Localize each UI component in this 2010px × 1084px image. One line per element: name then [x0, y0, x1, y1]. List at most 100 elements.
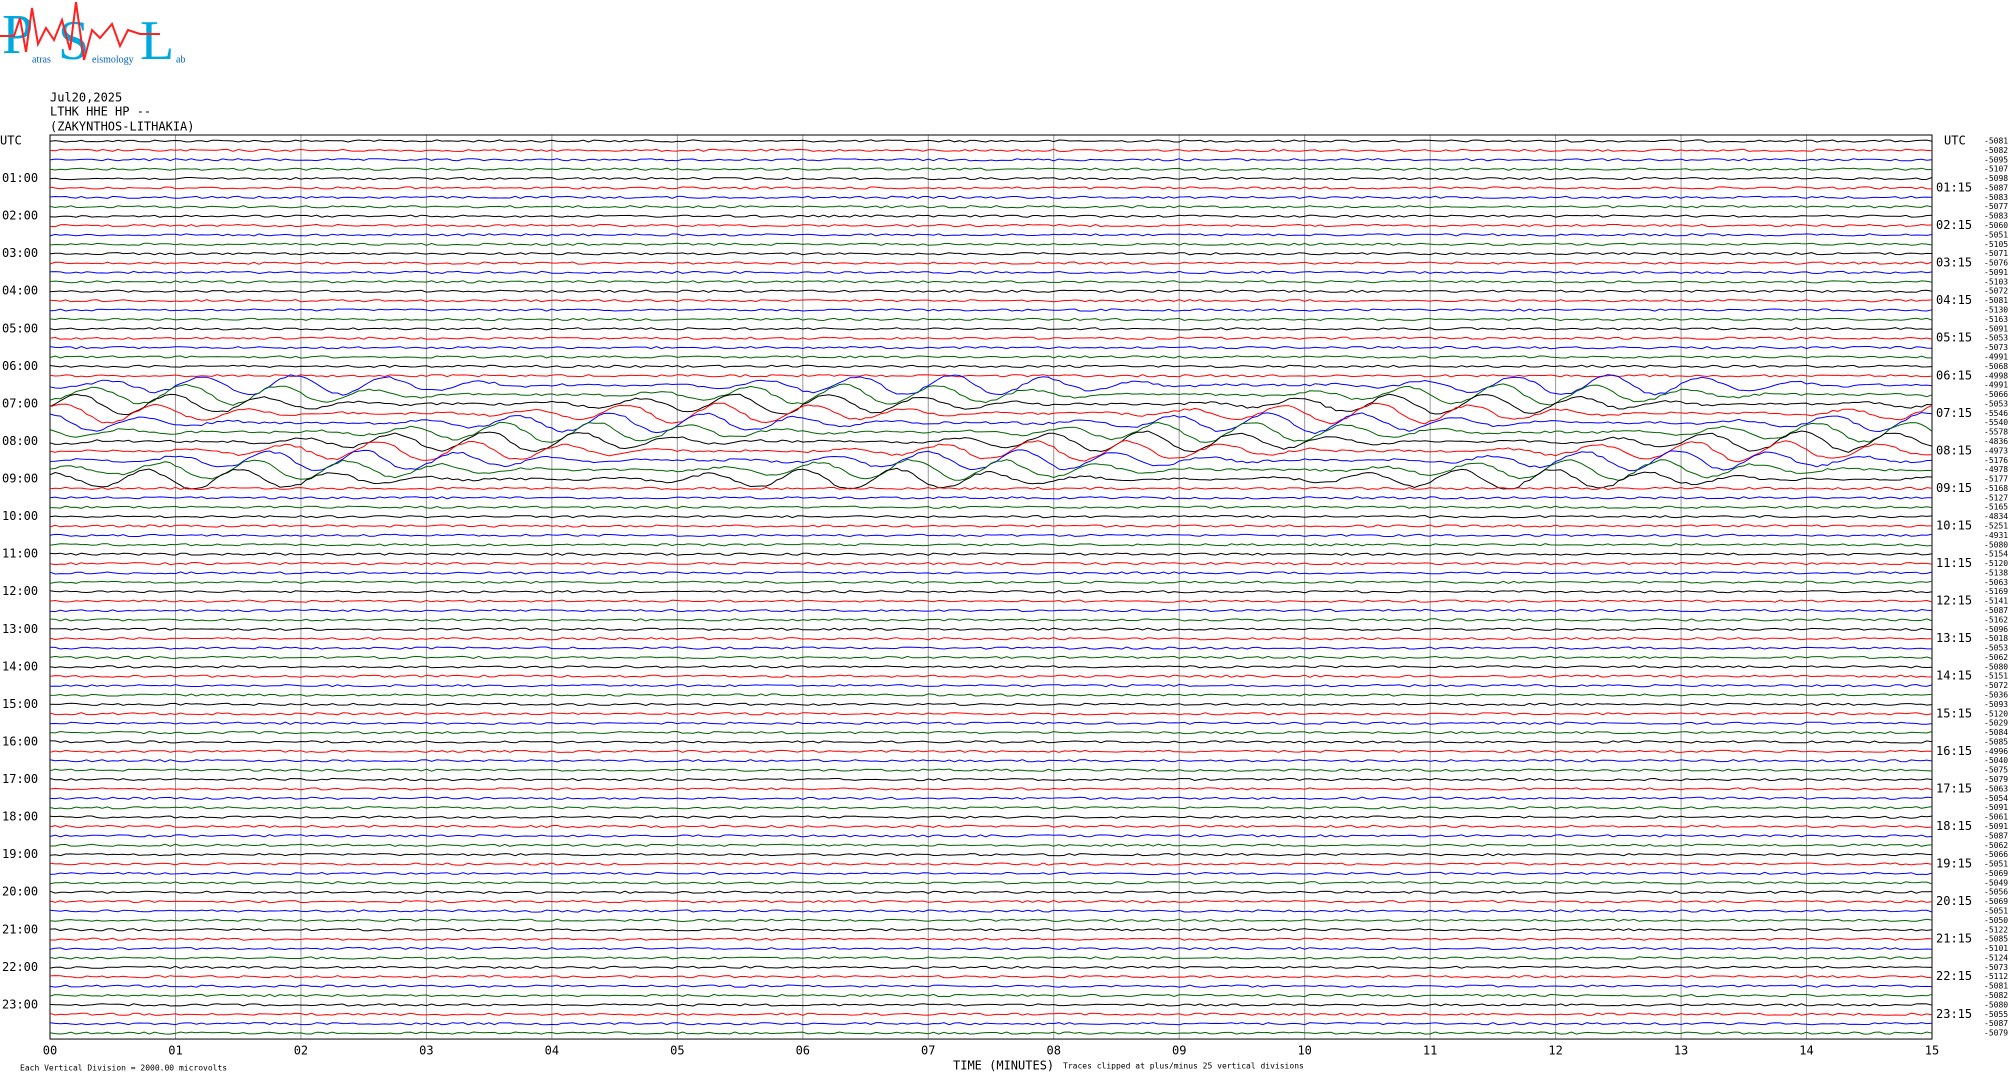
trace-offset: -5050: [1984, 916, 2008, 925]
trace-offset: -5068: [1984, 362, 2008, 371]
hour-label: 05:00: [2, 321, 38, 335]
hour-label: 19:00: [2, 847, 38, 861]
trace: [49, 374, 1933, 378]
trace: [50, 740, 1933, 744]
logo-word: eismology: [92, 54, 134, 65]
hour-label: 23:00: [2, 997, 38, 1011]
trace-offset: -5176: [1984, 456, 2008, 465]
trace-offset: -5066: [1984, 390, 2008, 399]
hour-label: 22:15: [1936, 969, 1972, 983]
trace-offset: -5063: [1984, 578, 2008, 587]
trace: [49, 176, 1933, 181]
trace-offset: -5107: [1984, 165, 2008, 174]
trace: [49, 993, 1933, 998]
right-axis-title: UTC: [1944, 134, 1966, 148]
trace-offset: -5085: [1984, 737, 2008, 746]
trace: [49, 862, 1933, 866]
trace: [49, 759, 1933, 763]
trace-offset: -5051: [1984, 906, 2008, 915]
hour-label: 19:15: [1936, 857, 1972, 871]
trace-offset: -4931: [1984, 531, 2008, 540]
trace: [50, 843, 1933, 847]
trace: [49, 439, 1933, 463]
trace: [49, 918, 1933, 923]
trace-offset: -5546: [1984, 409, 2008, 418]
trace-offset: -5081: [1984, 137, 2008, 146]
trace-offset: -5165: [1984, 503, 2008, 512]
trace: [49, 777, 1933, 782]
trace: [49, 571, 1933, 575]
trace-offset: -5073: [1984, 343, 2008, 352]
hour-label: 13:00: [2, 622, 38, 636]
trace: [49, 580, 1933, 584]
hour-label: 09:15: [1936, 481, 1972, 495]
trace: [49, 674, 1933, 678]
minute-label: 03: [419, 1044, 433, 1058]
trace-offset: -5062: [1984, 841, 2008, 850]
hour-label: 17:00: [2, 772, 38, 786]
trace: [49, 975, 1933, 979]
trace-offset: -4991: [1984, 352, 2008, 361]
trace: [49, 364, 1933, 369]
hour-label: 04:00: [2, 284, 38, 298]
minute-label: 11: [1423, 1044, 1437, 1058]
trace-offset: -5018: [1984, 634, 2008, 643]
minute-label: 05: [670, 1044, 684, 1058]
trace: [49, 383, 1933, 406]
trace: [49, 167, 1933, 171]
trace: [49, 815, 1933, 819]
trace: [49, 421, 1933, 443]
trace-offset: -5072: [1984, 287, 2008, 296]
trace: [49, 590, 1933, 594]
minute-label: 04: [545, 1044, 559, 1058]
hour-label: 08:00: [2, 434, 38, 448]
hour-label: 04:15: [1936, 293, 1972, 307]
hour-label: 10:15: [1936, 518, 1972, 532]
trace-offset: -5069: [1984, 897, 2008, 906]
trace-offset: -5083: [1984, 193, 2008, 202]
trace: [49, 1012, 1933, 1016]
trace: [49, 374, 1933, 396]
trace-offset: -5151: [1984, 672, 2008, 681]
trace: [49, 298, 1933, 303]
trace: [49, 871, 1933, 876]
trace: [49, 730, 1933, 735]
trace: [49, 467, 1933, 490]
trace-offset: -5063: [1984, 784, 2008, 793]
trace-offset: -5112: [1984, 972, 2008, 981]
trace: [49, 261, 1933, 265]
trace: [49, 345, 1933, 350]
trace-offset: -5083: [1984, 212, 2008, 221]
hour-label: 15:00: [2, 697, 38, 711]
trace-offset: -5051: [1984, 860, 2008, 869]
hour-label: 06:00: [2, 359, 38, 373]
trace-offset: -5049: [1984, 878, 2008, 887]
trace-offset: -5073: [1984, 963, 2008, 972]
minute-label: 09: [1172, 1044, 1186, 1058]
trace-offset: -5082: [1984, 146, 2008, 155]
trace-offset: -5163: [1984, 315, 2008, 324]
logo-wave: [0, 1, 160, 61]
hour-label: 21:15: [1936, 932, 1972, 946]
trace-offset: -5095: [1984, 155, 2008, 164]
minute-label: 07: [921, 1044, 935, 1058]
plot-frame: [49, 134, 1933, 1040]
hour-label: 16:00: [2, 734, 38, 748]
hour-label: 06:15: [1936, 368, 1972, 382]
trace-offset: -5066: [1984, 850, 2008, 859]
trace: [49, 956, 1933, 960]
trace: [49, 787, 1933, 791]
hour-label: 07:00: [2, 396, 38, 410]
location: (ZAKYNTHOS-LITHAKIA): [50, 120, 195, 134]
trace-offset: -5071: [1984, 249, 2008, 258]
trace-offset: -5091: [1984, 324, 2008, 333]
trace: [49, 928, 1933, 932]
trace: [49, 205, 1933, 209]
minute-label: 10: [1297, 1044, 1311, 1058]
hour-label: 18:00: [2, 810, 38, 824]
hour-label: 12:15: [1936, 594, 1972, 608]
minute-label: 02: [294, 1044, 308, 1058]
trace-offset: -5072: [1984, 681, 2008, 690]
trace-offset: -5101: [1984, 944, 2008, 953]
